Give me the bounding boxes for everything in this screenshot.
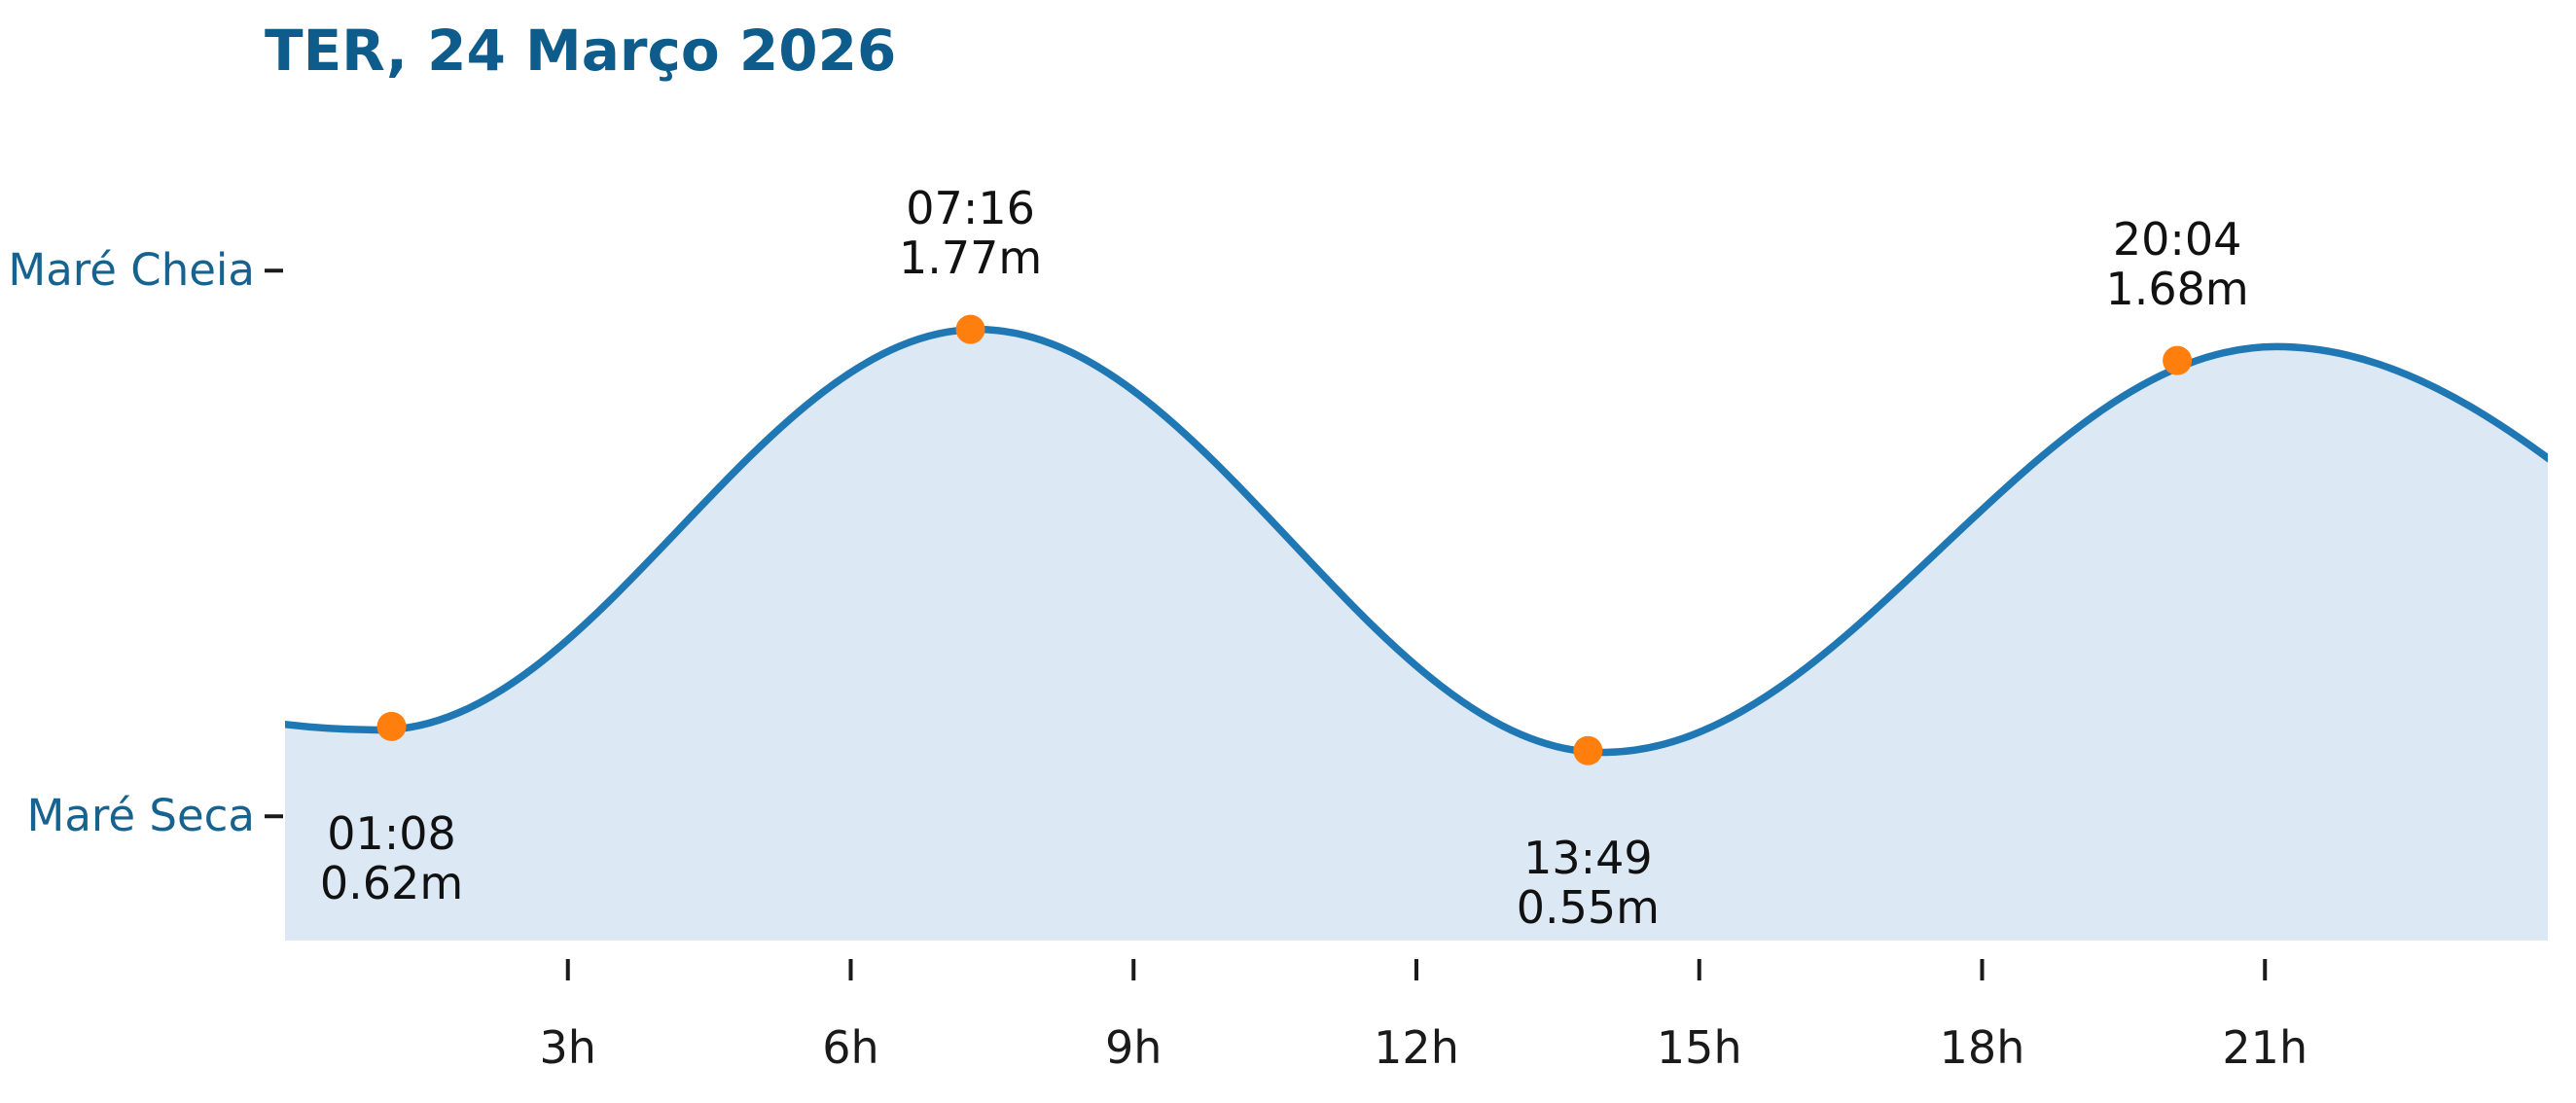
x-tick-label-6h: 6h	[822, 1021, 879, 1074]
tide-area-fill	[285, 329, 2548, 941]
tide-event-marker	[955, 314, 985, 344]
x-tick-label-18h: 18h	[1939, 1021, 2025, 1074]
y-axis-label-high-tide: Maré Cheia	[8, 244, 255, 297]
tide-event-marker	[376, 711, 407, 741]
tide-event-annotation-high: 07:16 1.77m	[835, 181, 1107, 284]
tide-event-annotation-low: 13:49 0.55m	[1451, 831, 1724, 934]
tide-event-height: 1.77m	[898, 231, 1043, 284]
tide-event-height: 0.62m	[319, 856, 464, 909]
x-tick-label-21h: 21h	[2222, 1021, 2308, 1074]
tide-event-height: 0.55m	[1516, 880, 1660, 934]
tide-event-annotation-high: 20:04 1.68m	[2041, 212, 2313, 315]
tide-event-time: 01:08	[327, 806, 456, 860]
tide-event-time: 20:04	[2112, 212, 2242, 266]
chart-title: TER, 24 Março 2026	[265, 18, 897, 84]
x-tick-label-12h: 12h	[1374, 1021, 1459, 1074]
tide-event-time: 07:16	[906, 181, 1035, 234]
x-tick-label-15h: 15h	[1656, 1021, 1742, 1074]
tide-curve-line	[285, 325, 2548, 757]
tide-event-marker	[2163, 345, 2193, 375]
y-axis-label-low-tide: Maré Seca	[26, 790, 255, 842]
tide-event-time: 13:49	[1523, 831, 1653, 884]
tide-event-marker	[1573, 735, 1603, 765]
x-tick-label-3h: 3h	[539, 1021, 596, 1074]
x-tick-label-9h: 9h	[1105, 1021, 1163, 1074]
tide-event-annotation-low: 01:08 0.62m	[256, 806, 528, 909]
tide-event-height: 1.68m	[2105, 262, 2249, 315]
